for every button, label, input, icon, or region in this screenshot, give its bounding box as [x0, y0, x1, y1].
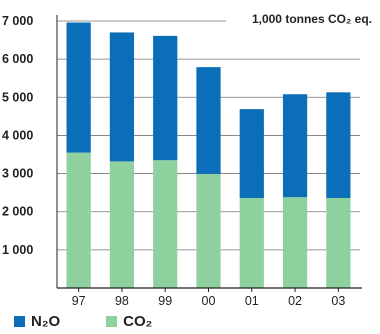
x-tick-label: 02: [288, 294, 302, 308]
y-tick-label: 4 000: [2, 128, 33, 142]
x-tick-label: 97: [72, 294, 86, 308]
co2-swatch: [106, 316, 118, 327]
x-tick-label: 03: [331, 294, 345, 308]
bar-co2-03: [326, 197, 351, 288]
x-tick-label: 01: [245, 294, 259, 308]
bar-co2-01: [239, 197, 264, 288]
bar-n2o-02: [282, 94, 308, 198]
x-tick-label: 00: [202, 294, 216, 308]
legend-label-n2o: N₂O: [31, 313, 61, 330]
legend-item-n2o: N₂O: [14, 313, 60, 330]
bar-n2o-99: [153, 35, 178, 161]
y-tick-label: 1 000: [2, 243, 33, 257]
y-tick-label: 7 000: [2, 14, 33, 28]
bar-n2o-03: [326, 92, 351, 198]
bar-n2o-98: [109, 32, 135, 162]
axes: [56, 15, 362, 292]
bars: [66, 22, 351, 288]
unit-label: 1,000 tonnes CO₂ eq.: [252, 12, 372, 26]
y-tick-labels: 1 000 2 000 3 000 4 000 5 000 6 000 7 000: [2, 14, 33, 257]
unit-label-background: [226, 10, 376, 28]
bar-n2o-00: [196, 67, 221, 174]
legend-label-co2: CO₂: [123, 313, 153, 330]
x-tick-label: 98: [115, 294, 129, 308]
x-tick-label: 99: [158, 294, 172, 308]
n2o-swatch: [14, 316, 25, 327]
bar-co2-97: [66, 152, 91, 288]
y-tick-label: 3 000: [2, 167, 33, 181]
bar-co2-00: [196, 173, 221, 288]
y-tick-label: 2 000: [2, 205, 33, 219]
bar-co2-99: [153, 160, 178, 288]
legend-item-co2: CO₂: [106, 313, 152, 330]
y-tick-label: 5 000: [2, 90, 33, 104]
bar-co2-98: [109, 161, 135, 288]
y-tick-label: 6 000: [2, 52, 33, 66]
legend: N₂O CO₂: [14, 313, 152, 330]
bar-n2o-97: [66, 22, 91, 153]
bar-co2-02: [282, 197, 308, 288]
x-tick-labels: 97 98 99 00 01 02 03: [72, 294, 346, 308]
bar-n2o-01: [239, 109, 264, 198]
